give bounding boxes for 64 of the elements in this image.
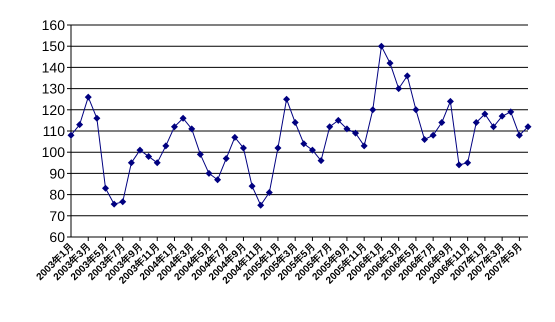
point: [248, 182, 256, 190]
point: [430, 132, 437, 139]
point: [180, 114, 187, 122]
point: [145, 152, 152, 160]
point: [188, 125, 196, 132]
point: [222, 155, 230, 162]
point: [93, 114, 100, 122]
point: [438, 119, 446, 126]
point: [318, 157, 325, 164]
y-tick-label: 60: [49, 229, 66, 245]
point: [386, 60, 394, 67]
point: [283, 96, 290, 103]
point: [84, 94, 92, 101]
point: [507, 108, 514, 116]
point: [369, 106, 376, 114]
point: [231, 134, 238, 141]
point: [464, 159, 472, 166]
y-tick-label: 160: [42, 17, 66, 33]
point: [266, 188, 273, 196]
point: [326, 123, 334, 130]
point: [352, 130, 360, 137]
y-tick-label: 120: [42, 102, 66, 118]
point: [205, 170, 212, 177]
point: [128, 159, 135, 166]
y-tick-label: 80: [49, 186, 66, 203]
point: [456, 161, 463, 168]
point: [300, 140, 308, 148]
point: [170, 123, 178, 130]
point: [214, 176, 222, 184]
point: [76, 121, 84, 128]
point: [240, 144, 247, 152]
point: [360, 142, 368, 150]
point: [498, 112, 506, 120]
point: [257, 202, 264, 209]
point: [162, 142, 170, 150]
y-tick-label: 100: [42, 144, 66, 160]
point: [308, 146, 316, 154]
y-tick-label: 110: [42, 123, 66, 139]
y-tick-label: 90: [49, 165, 66, 182]
point: [412, 106, 420, 114]
y-tick-label: 140: [42, 59, 66, 76]
y-tick-label: 150: [42, 38, 66, 54]
point: [472, 119, 480, 126]
point: [196, 150, 204, 158]
point: [404, 72, 411, 80]
y-tick-label: 130: [42, 80, 66, 97]
y-tick-label: 70: [49, 208, 66, 224]
point: [154, 159, 161, 166]
point: [421, 136, 428, 143]
point: [292, 119, 299, 126]
point: [110, 200, 118, 208]
point: [395, 85, 402, 92]
point: [516, 132, 523, 139]
point: [136, 146, 144, 154]
point: [481, 110, 488, 118]
point: [102, 184, 109, 192]
point: [274, 144, 282, 152]
point: [343, 125, 350, 132]
point: [446, 98, 454, 105]
point: [119, 198, 126, 206]
point: [334, 116, 342, 124]
point: [524, 123, 532, 130]
point: [378, 42, 385, 50]
point: [490, 123, 498, 130]
